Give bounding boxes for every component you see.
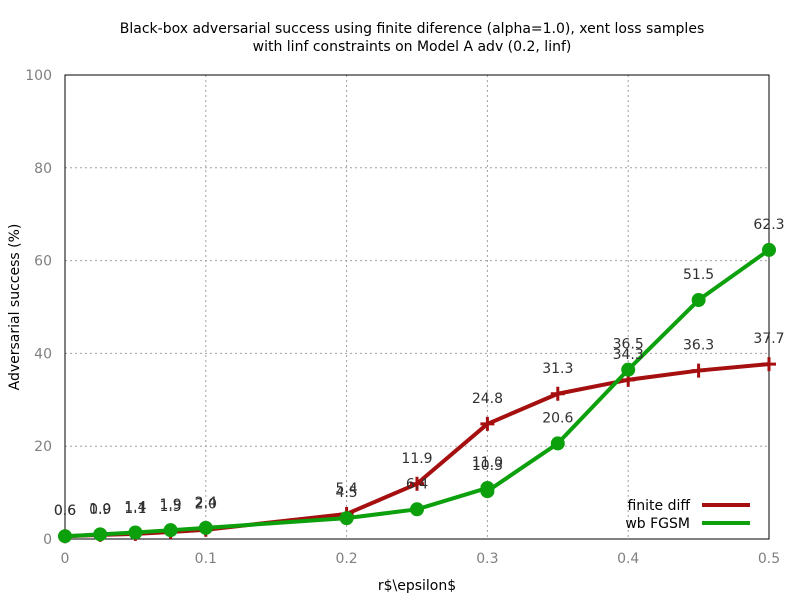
data-label: 0.9 <box>89 502 111 518</box>
data-label: 2.0 <box>195 497 217 513</box>
data-label: 1.5 <box>159 499 181 515</box>
data-point <box>410 476 424 491</box>
x-tick-label: 0.2 <box>335 551 357 567</box>
data-label: 36.3 <box>683 338 714 354</box>
y-tick-label: 80 <box>34 161 52 177</box>
data-label: 2.4 <box>195 495 217 511</box>
data-point <box>128 525 143 540</box>
series-line <box>64 248 771 539</box>
data-label: 62.3 <box>753 217 784 233</box>
x-tick-label: 0.4 <box>617 551 639 567</box>
x-axis-label: r$\epsilon$ <box>378 578 456 594</box>
y-tick-label: 100 <box>25 68 52 84</box>
data-point <box>762 242 776 257</box>
data-label: 1.4 <box>124 500 146 516</box>
data-point <box>691 293 706 308</box>
data-point <box>480 484 495 499</box>
data-point <box>93 527 108 542</box>
legend-label: wb FGSM <box>625 516 690 532</box>
data-label: 20.6 <box>542 410 573 426</box>
data-point <box>198 520 213 535</box>
data-label: 11.0 <box>472 455 503 471</box>
data-label: 5.4 <box>335 481 357 497</box>
y-tick-label: 40 <box>34 346 52 362</box>
data-label: 1.9 <box>159 497 181 513</box>
data-point <box>339 511 354 526</box>
data-label: 31.3 <box>542 361 573 377</box>
data-label: 0.6 <box>54 503 76 519</box>
plot-frame <box>64 74 770 540</box>
data-point <box>410 502 424 517</box>
y-tick-label: 20 <box>34 439 52 455</box>
data-point <box>58 529 72 544</box>
legend: finite diff wb FGSM <box>625 498 750 532</box>
data-label: 51.5 <box>683 267 714 283</box>
x-tick-label: 0.3 <box>476 551 498 567</box>
data-label: 10.3 <box>472 458 503 474</box>
data-label: 11.9 <box>401 451 432 467</box>
y-axis-label: Adversarial success (%) <box>7 224 23 391</box>
data-label: 37.7 <box>753 331 784 347</box>
data-point <box>480 416 495 431</box>
legend-label: finite diff <box>627 498 690 514</box>
chart-subtitle: with linf constraints on Model A adv (0.… <box>253 39 572 55</box>
x-tick-label: 0.5 <box>758 551 780 567</box>
data-label: 1.0 <box>89 501 111 517</box>
data-labels: 0.6 0.9 1.1 1.5 2.0 5.4 11.9 24.8 31.3 34.3 36.3 37… <box>54 217 785 519</box>
grid <box>65 75 769 539</box>
x-tick-label: 0 <box>61 551 70 567</box>
data-point <box>550 436 565 451</box>
data-point <box>163 523 178 538</box>
y-tick-label: 60 <box>34 254 52 270</box>
data-label: 24.8 <box>472 391 503 407</box>
axis-ticks: 0 0.1 0.2 0.3 0.4 0.5 0 20 40 60 80 100 <box>25 68 780 567</box>
data-point <box>691 363 706 378</box>
data-label: 34.3 <box>613 347 644 363</box>
chart-title: Black-box adversarial success using fini… <box>120 21 704 37</box>
series-group <box>58 242 776 544</box>
data-point <box>762 357 776 372</box>
data-label: 36.5 <box>613 337 644 353</box>
y-tick-label: 0 <box>43 532 52 548</box>
x-tick-label: 0.1 <box>195 551 217 567</box>
data-point <box>621 362 636 377</box>
data-label: 0.6 <box>54 503 76 519</box>
data-label: 4.5 <box>335 485 357 501</box>
data-label: 1.1 <box>124 501 146 517</box>
data-label: 6.4 <box>406 476 428 492</box>
data-point <box>550 386 565 401</box>
